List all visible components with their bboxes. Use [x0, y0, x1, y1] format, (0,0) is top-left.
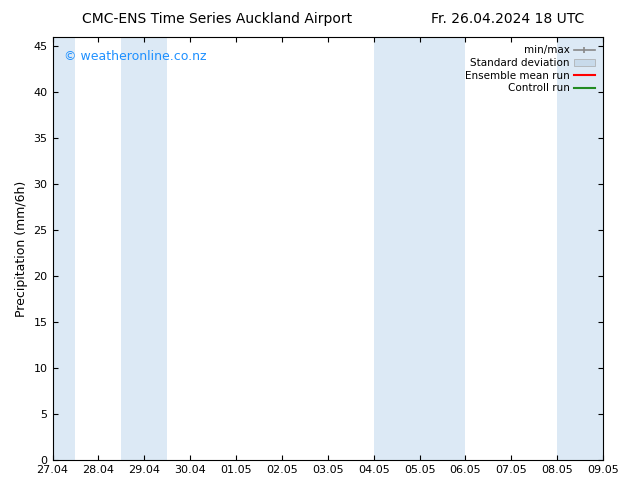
Text: CMC-ENS Time Series Auckland Airport: CMC-ENS Time Series Auckland Airport: [82, 12, 353, 26]
Bar: [373, 37, 465, 460]
Text: © weatheronline.co.nz: © weatheronline.co.nz: [63, 50, 206, 63]
Bar: [121, 37, 167, 460]
Bar: [557, 37, 626, 460]
Legend: min/max, Standard deviation, Ensemble mean run, Controll run: min/max, Standard deviation, Ensemble me…: [462, 42, 598, 97]
Text: Fr. 26.04.2024 18 UTC: Fr. 26.04.2024 18 UTC: [431, 12, 585, 26]
Bar: [30, 37, 75, 460]
Y-axis label: Precipitation (mm/6h): Precipitation (mm/6h): [15, 180, 28, 317]
